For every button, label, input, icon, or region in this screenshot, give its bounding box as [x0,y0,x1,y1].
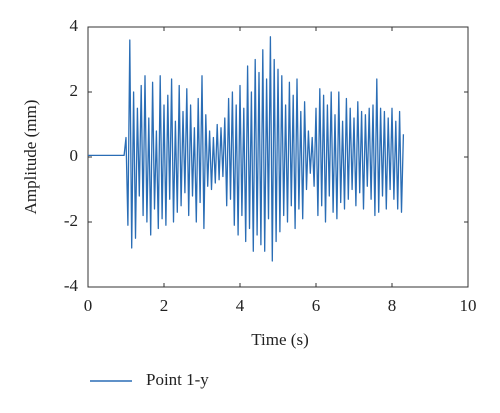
legend-label: Point 1-y [146,370,209,389]
y-tick-label: -4 [64,276,79,295]
x-tick-label: 2 [160,296,169,315]
x-tick-label: 0 [84,296,93,315]
data-line [88,36,405,262]
x-tick-label: 8 [388,296,397,315]
x-tick-label: 4 [236,296,245,315]
x-axis-label: Time (s) [251,330,308,349]
y-tick-label: 4 [70,16,79,35]
axes-box [87,26,469,288]
y-tick-label: 0 [70,146,79,165]
y-axis-label: Amplitude (mm) [21,100,40,215]
x-tick-label: 6 [312,296,321,315]
y-tick-label: 2 [70,81,79,100]
y-tick-label: -2 [64,211,78,230]
x-tick-label: 10 [460,296,477,315]
